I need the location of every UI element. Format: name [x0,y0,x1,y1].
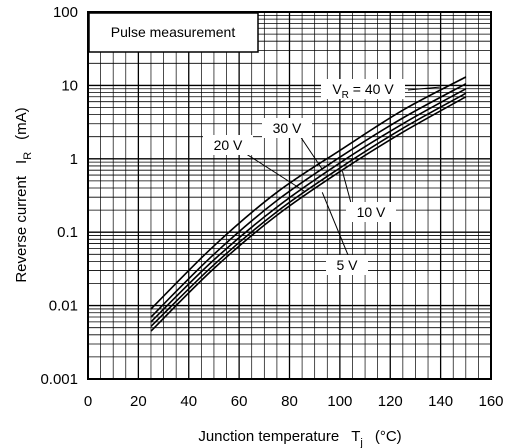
annotation-bg [346,202,396,222]
y-axis-title-unit: (mA) [13,107,30,140]
series-label-4: 5 V [336,257,358,273]
x-axis-title-symbol: T [351,428,360,445]
series-line-4 [150,96,467,332]
x-axis-title-main: Junction temperature [198,428,339,445]
x-tick-label: 80 [281,393,298,410]
annotation-leader [321,192,349,256]
y-axis-title-main: Reverse current [13,175,30,283]
y-tick-label: 0.001 [40,371,78,388]
x-tick-label: 140 [428,393,453,410]
x-tick-labels: 0 20 40 60 80 100 120 140 160 [84,393,504,410]
annotation-layer: VR = 40 V 30 V 20 V 10 V 5 V [203,79,441,275]
y-tick-label: 0.1 [57,224,78,241]
series-label-0: VR = 40 V [332,81,394,101]
annotation-bg [203,135,253,155]
y-axis-title: Reverse current IR (mA) [13,107,34,282]
x-axis-title-unit: (°C) [375,428,402,445]
x-tick-label: 120 [378,393,403,410]
x-axis-title-subscript: j [359,437,362,448]
annotation-bg [262,118,312,138]
x-tick-label: 160 [478,393,503,410]
annotation-leader [407,86,441,91]
legend-box-text: Pulse measurement [111,24,236,40]
grid [88,12,491,379]
legend-box: Pulse measurement [88,12,259,53]
y-tick-label: 0.01 [49,298,78,315]
x-axis-title: Junction temperature Tj (°C) [198,428,401,448]
y-axis-title-subscript: R [22,152,34,160]
y-tick-label: 10 [61,77,78,94]
x-tick-label: 60 [231,393,248,410]
series-line-0 [150,76,467,310]
annotation-bg [326,255,368,275]
annotation-leader [341,170,352,204]
y-tick-labels: 0.001 0.01 0.1 1 10 100 [40,4,78,388]
series-line-1 [150,83,467,318]
legend-box-frame [88,12,259,53]
x-tick-label: 100 [327,393,352,410]
series-line-3 [150,92,467,327]
series-label-2: 20 V [214,137,243,153]
x-tick-label: 40 [180,393,197,410]
plot-frame [87,11,492,380]
annotation-leader [239,149,305,192]
x-tick-label: 20 [130,393,147,410]
y-tick-label: 1 [70,151,78,168]
series-layer [150,76,467,332]
x-tick-label: 0 [84,393,92,410]
series-label-3: 10 V [357,204,386,220]
y-axis-title-symbol: I [13,160,30,164]
series-label-1: 30 V [273,120,302,136]
annotation-bg [321,79,405,99]
y-tick-label: 100 [53,4,78,21]
